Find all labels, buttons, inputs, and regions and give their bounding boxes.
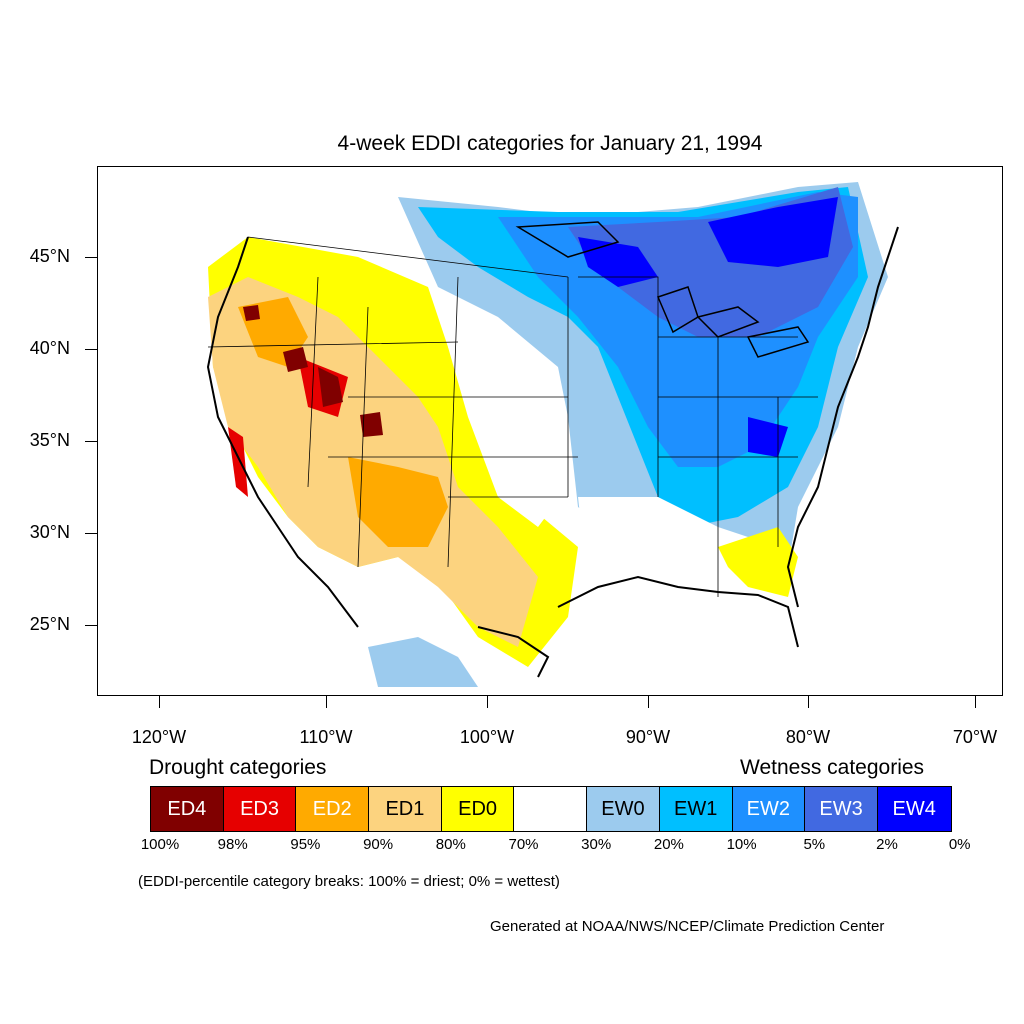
region-ew0-gulf (368, 637, 478, 687)
legend-break-label: 2% (876, 836, 898, 853)
legend-break-label: 90% (363, 836, 394, 853)
great-lakes (515, 221, 810, 358)
legend-swatch-ew3: EW3 (805, 787, 878, 831)
eddi-map (206, 182, 899, 687)
legend-swatch-ed4: ED4 (151, 787, 224, 831)
lat-label-30: 30°N (29, 522, 70, 542)
lon-label-90w: 90°W (625, 727, 671, 747)
region-ed3-coast (228, 427, 248, 497)
legend-swatch-neutral (514, 787, 588, 831)
region-ed4-b (318, 367, 343, 407)
region-ed2-west (348, 457, 448, 547)
legend-break-label: 98% (217, 836, 248, 853)
lon-tick (808, 696, 809, 708)
legend-break-label: 80% (435, 836, 466, 853)
lon-label-80w: 80°W (785, 727, 831, 747)
region-ew4-b (708, 197, 838, 267)
lat-label-35: 35°N (29, 430, 70, 450)
legend-swatch-ew0: EW0 (587, 787, 660, 831)
legend-break-label: 100% (140, 836, 180, 853)
region-ed4-d (243, 305, 260, 321)
lon-tick (487, 696, 488, 708)
legend-swatch-ew1: EW1 (659, 787, 733, 831)
legend-swatch-ed0: ED0 (441, 787, 515, 831)
lat-tick (85, 257, 97, 258)
lon-label-120w: 120°W (131, 727, 187, 747)
lat-tick (85, 625, 97, 626)
coastline-west (206, 236, 359, 628)
lon-tick (159, 696, 160, 708)
legend-swatch-ed1: ED1 (369, 787, 442, 831)
legend-swatch-ew4: EW4 (877, 787, 951, 831)
lon-tick (975, 696, 976, 708)
lat-tick (85, 349, 97, 350)
wetness-categories-heading: Wetness categories (740, 756, 925, 779)
legend-swatch-ed2: ED2 (296, 787, 370, 831)
legend-break-label: 5% (803, 836, 826, 853)
state-borders (207, 236, 818, 597)
category-note: (EDDI-percentile category breaks: 100% =… (138, 873, 560, 890)
legend-break-label: 30% (581, 836, 612, 853)
coastline-gulf (477, 575, 799, 678)
region-ed4-a (283, 347, 308, 372)
legend-break-label: 20% (653, 836, 684, 853)
lon-label-70w: 70°W (952, 727, 998, 747)
legend-swatch-ew2: EW2 (732, 787, 806, 831)
legend-break-label: 95% (290, 836, 321, 853)
region-ew4-a (578, 237, 658, 287)
legend-break-label: 0% (948, 836, 971, 853)
map-title: 4-week EDDI categories for January 21, 1… (337, 132, 763, 155)
map-panel (97, 166, 1003, 696)
region-ed4-c (360, 412, 383, 437)
lat-label-25: 25°N (29, 614, 70, 634)
lon-tick (648, 696, 649, 708)
coastline-east (786, 226, 899, 608)
lat-label-45: 45°N (29, 246, 70, 266)
lon-tick (326, 696, 327, 708)
legend-break-label: 10% (726, 836, 757, 853)
category-legend: ED4 ED3 ED2 ED1 ED0 EW0 EW1 EW2 EW3 EW4 (150, 786, 952, 832)
credit-line: Generated at NOAA/NWS/NCEP/Climate Predi… (490, 918, 885, 935)
drought-categories-heading: Drought categories (149, 756, 327, 779)
legend-swatch-ed3: ED3 (223, 787, 297, 831)
legend-break-label: 70% (508, 836, 539, 853)
lat-tick (85, 533, 97, 534)
lat-label-40: 40°N (29, 338, 70, 358)
lat-tick (85, 441, 97, 442)
lon-label-100w: 100°W (459, 727, 515, 747)
lon-label-110w: 110°W (299, 727, 353, 747)
